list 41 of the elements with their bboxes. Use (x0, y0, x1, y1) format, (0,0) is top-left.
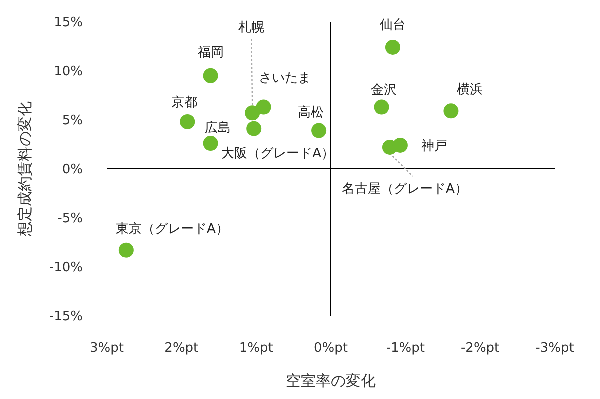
point (392, 138, 408, 153)
point (312, 123, 327, 138)
y-tick-label: -5% (58, 212, 83, 227)
annotation: さいたま (258, 70, 311, 86)
annotation: 横浜 (457, 82, 484, 98)
annotation: 高松 (298, 104, 324, 120)
y-tick-label: 15% (54, 16, 83, 31)
x-axis-title: 空室率の変化 (286, 372, 376, 390)
annotation: 東京（グレードA） (116, 222, 229, 237)
annotation: 神戸 (421, 139, 448, 154)
y-tick-label: -10% (49, 260, 83, 276)
point (374, 100, 390, 115)
point (180, 114, 196, 130)
point (203, 68, 218, 84)
y-tick-label: 0% (62, 162, 83, 178)
point (256, 100, 272, 115)
annotation: 札幌 (238, 20, 265, 36)
annotation: 仙台 (380, 18, 406, 34)
x-tick-label: -3%pt (536, 341, 574, 356)
x-tick-label: 3%pt (90, 341, 124, 356)
annotation: 福岡 (198, 45, 224, 60)
point (444, 104, 459, 119)
annotation: 名古屋（グレードA） (342, 182, 468, 197)
annotation: 京都 (172, 96, 198, 111)
point (245, 106, 260, 121)
y-tick-label: -15% (49, 310, 83, 325)
x-tick-label: 2%pt (164, 341, 199, 356)
y-tick-label: 5% (62, 114, 83, 129)
point (246, 121, 262, 136)
point (203, 136, 218, 152)
x-tick-label: 0%pt (314, 341, 348, 356)
point (118, 242, 134, 258)
x-tick-label: -1%pt (386, 341, 426, 356)
annotation: 大阪（グレードA） (222, 146, 335, 162)
annotation: 金沢 (370, 82, 397, 98)
x-tick-label: 1%pt (239, 341, 274, 356)
x-tick-label: -2%pt (460, 341, 500, 356)
annotation: 広島 (204, 120, 231, 136)
y-tick-label: 10% (54, 64, 83, 80)
y-axis-title: 想定成約賃料の変化 (16, 102, 34, 238)
point (385, 40, 400, 55)
